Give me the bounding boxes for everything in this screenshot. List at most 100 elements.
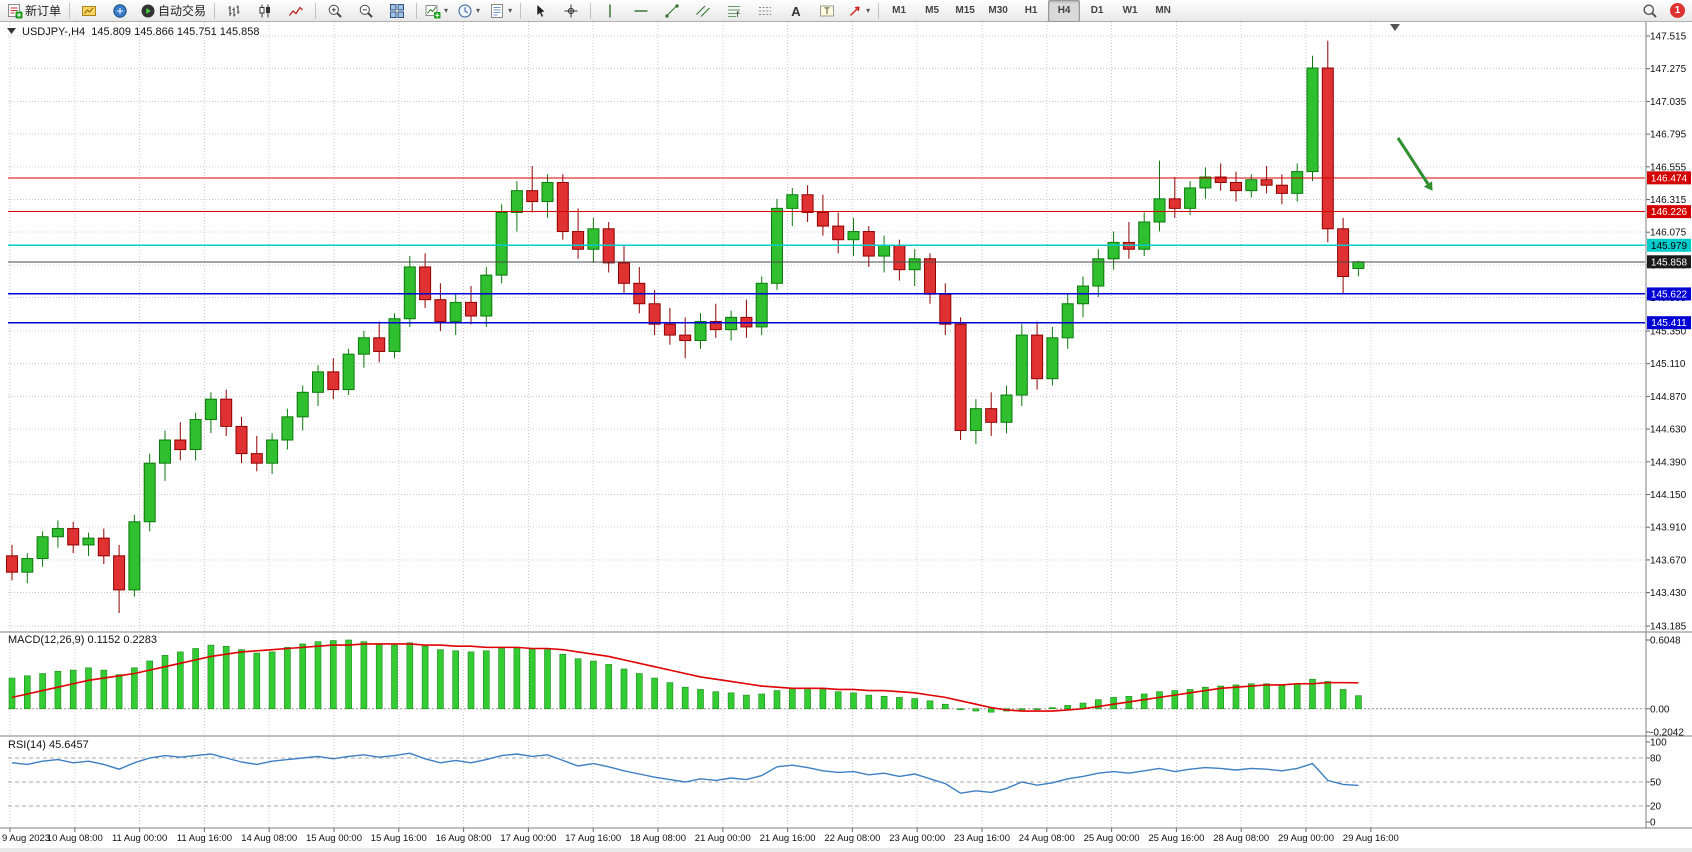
fibonacci-button[interactable]: f	[719, 0, 749, 22]
text-button[interactable]: A	[781, 0, 811, 22]
macd-histogram-bar	[161, 655, 169, 710]
rsi-scale-label: 80	[1650, 754, 1662, 765]
macd-histogram-bar	[1355, 695, 1362, 710]
timeframe-m15-button[interactable]: M15	[949, 0, 981, 22]
macd-histogram-bar	[605, 664, 613, 710]
new-order-button[interactable]: 新订单	[3, 0, 65, 22]
indicators-button[interactable]: ▾	[421, 0, 452, 22]
timeframe-m5-button[interactable]: M5	[916, 0, 948, 22]
toolbar-button-label: M5	[925, 5, 940, 16]
time-axis-label: 10 Aug 08:00	[47, 833, 103, 844]
toolbar-separator	[878, 2, 880, 19]
time-axis-label: 25 Aug 00:00	[1084, 833, 1140, 844]
templates-button[interactable]: ▾	[485, 0, 516, 22]
macd-scale: 0.6048 0.00 -0.2042	[1646, 636, 1684, 739]
chart-window[interactable]: 147.515 147.275 147.035 146.795 146.555 146.3…	[0, 22, 1692, 852]
price-axis-label: 146.315	[1650, 195, 1687, 206]
candle	[189, 419, 202, 451]
candle	[373, 337, 386, 352]
tile-windows-icon	[389, 3, 405, 19]
timeframe-w1-button[interactable]: W1	[1114, 0, 1146, 22]
macd-histogram-bar	[146, 660, 153, 710]
macd-histogram-bar	[865, 694, 873, 710]
candle	[954, 323, 967, 431]
time-axis-label: 18 Aug 08:00	[630, 833, 686, 844]
candle	[1245, 179, 1258, 192]
macd-histogram-bar	[452, 650, 460, 710]
chart-shift-marker[interactable]	[1390, 24, 1400, 31]
crosshair-button[interactable]	[556, 0, 586, 22]
macd-histogram-bar	[528, 648, 536, 710]
zoom-in-icon	[327, 3, 343, 19]
svg-text:A: A	[791, 3, 801, 18]
autotrading-button[interactable]: 自动交易	[136, 0, 210, 22]
macd-histogram-bar	[329, 640, 337, 710]
macd-histogram-bar	[23, 675, 31, 710]
vertical-line-button[interactable]	[595, 0, 625, 22]
line-chart-button[interactable]	[281, 0, 311, 22]
cursor-button[interactable]	[525, 0, 555, 22]
timeframe-m1-button[interactable]: M1	[883, 0, 915, 22]
notification-badge[interactable]: 1	[1670, 3, 1685, 18]
timeframe-m30-button[interactable]: M30	[982, 0, 1014, 22]
text-label-button[interactable]: T	[812, 0, 842, 22]
one-click-trading-toggle[interactable]	[7, 28, 16, 34]
macd-histogram-bar	[1293, 683, 1301, 710]
macd-histogram-bar	[1064, 705, 1071, 710]
equidistant-channel-button[interactable]	[688, 0, 718, 22]
tile-windows-button[interactable]	[382, 0, 412, 22]
zoom-out-icon	[358, 3, 374, 19]
candle	[832, 225, 845, 241]
timeframe-h4-button[interactable]: H4	[1048, 0, 1081, 22]
macd-histogram-bar	[1263, 683, 1270, 710]
candle-chart-button[interactable]	[250, 0, 280, 22]
charts-list-button[interactable]	[74, 0, 104, 22]
macd-histogram-bar	[972, 708, 980, 712]
time-axis-label: 21 Aug 00:00	[695, 833, 751, 844]
macd-histogram-bar	[177, 651, 184, 710]
macd-histogram-bar	[421, 645, 429, 710]
timeframe-d1-button[interactable]: D1	[1081, 0, 1113, 22]
trendline-button[interactable]	[657, 0, 687, 22]
candle	[878, 244, 891, 257]
macd-histogram-bar	[773, 690, 781, 710]
candle	[36, 536, 49, 560]
search-icon	[1642, 3, 1658, 19]
candle	[526, 190, 539, 203]
time-axis-label: 21 Aug 16:00	[760, 833, 816, 844]
charts-list-icon	[81, 3, 97, 19]
time-axis-label: 14 Aug 08:00	[241, 833, 297, 844]
horizontal-line-button[interactable]	[626, 0, 656, 22]
arrows-button[interactable]: ▾	[843, 0, 874, 22]
bar-chart-button[interactable]	[219, 0, 249, 22]
timeframe-h1-button[interactable]: H1	[1015, 0, 1047, 22]
price-axis-label: 143.910	[1650, 523, 1687, 534]
time-axis-label: 9 Aug 2023	[2, 833, 50, 844]
candle	[1153, 198, 1166, 223]
price-badge	[1647, 287, 1691, 301]
macd-histogram-bar	[727, 692, 735, 710]
search-button[interactable]	[1635, 0, 1665, 22]
periods-button[interactable]: ▾	[453, 0, 484, 22]
toolbar-separator	[520, 2, 522, 19]
macd-histogram-bar	[498, 648, 505, 710]
data-window-button[interactable]	[105, 0, 135, 22]
candle	[388, 318, 401, 352]
crosshair-icon	[563, 3, 579, 19]
candle	[1337, 228, 1350, 277]
macd-histogram-bar	[1171, 690, 1179, 710]
line-chart-icon	[288, 3, 304, 19]
macd-histogram-bar	[987, 708, 995, 713]
trend-arrow-annotation[interactable]	[1396, 137, 1430, 185]
macd-histogram-bar	[345, 639, 352, 710]
zoom-in-button[interactable]	[320, 0, 350, 22]
zoom-out-button[interactable]	[351, 0, 381, 22]
macd-histogram-bar	[1202, 686, 1209, 710]
shapes-button[interactable]	[750, 0, 780, 22]
hlines-layer[interactable]	[8, 177, 1645, 324]
toolbar-button-label: 新订单	[25, 4, 62, 18]
timeframe-mn-button[interactable]: MN	[1147, 0, 1179, 22]
candle	[1199, 176, 1212, 189]
time-axis-label: 22 Aug 08:00	[824, 833, 880, 844]
chart-canvas[interactable]: 147.515 147.275 147.035 146.795 146.555 146.3…	[0, 22, 1692, 852]
